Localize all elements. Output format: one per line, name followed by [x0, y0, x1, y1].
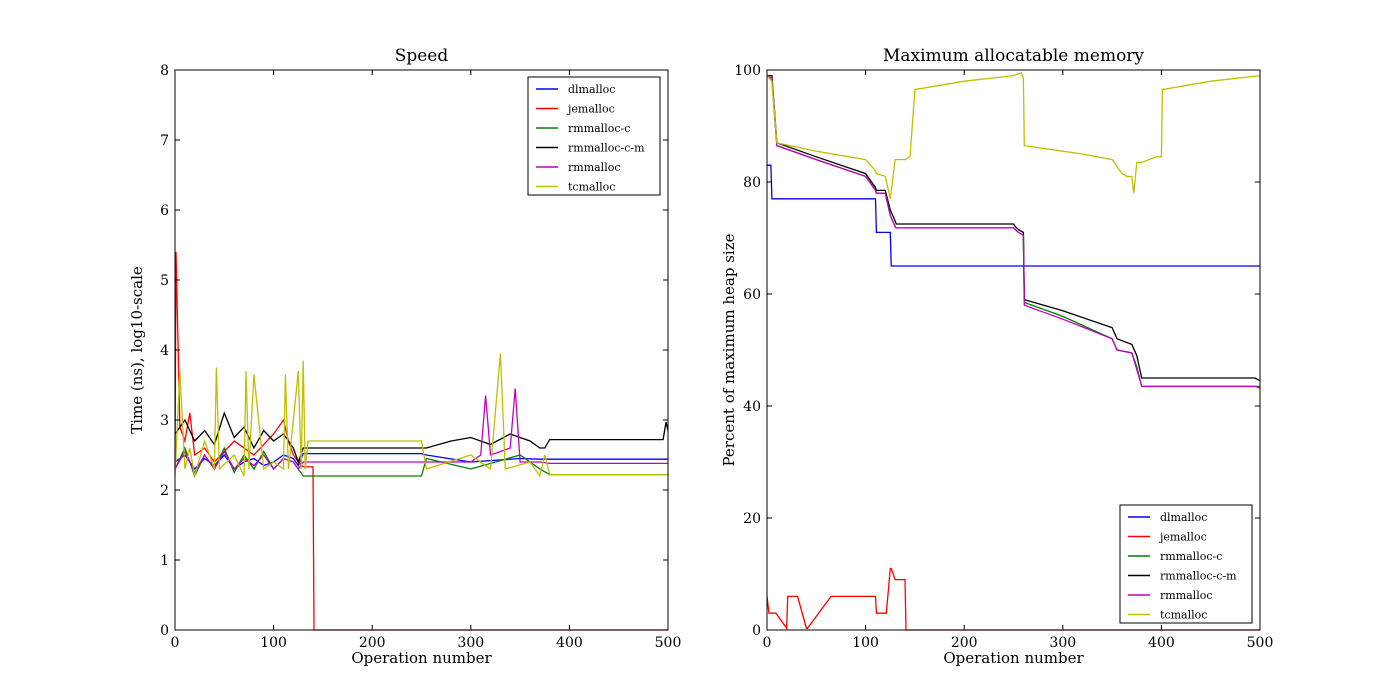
- x-tick-label: 500: [1247, 635, 1274, 651]
- y-tick-label: 4: [160, 343, 169, 359]
- y-tick-label: 40: [743, 399, 761, 415]
- legend-label-rmmalloc-c-m: rmmalloc-c-m: [1160, 570, 1237, 583]
- y-tick-label: 2: [160, 483, 169, 499]
- series-line-rmmalloc-c: [766, 75, 1260, 388]
- x-axis-label: Operation number: [351, 649, 492, 667]
- y-tick-label: 60: [743, 287, 761, 303]
- legend: dlmalloc jemalloc rmmalloc-c rmmalloc-c-m rm…: [527, 76, 661, 196]
- memory-chart: 0 100 200 300 400 500 0 20 40 60 80 100 Maximum allo…: [720, 46, 1273, 667]
- chart-title: Maximum allocatable memory: [883, 46, 1144, 66]
- x-tick-label: 100: [260, 635, 287, 651]
- legend-label-jemalloc: jemalloc: [566, 103, 615, 116]
- legend-box: [527, 76, 661, 196]
- plot-frame: [766, 69, 1261, 631]
- legend-label-dlmalloc: dlmalloc: [1160, 511, 1207, 524]
- legend-label-jemalloc: jemalloc: [1158, 531, 1207, 544]
- series-line-jemalloc: [766, 567, 1260, 631]
- y-tick-label: 1: [160, 553, 169, 569]
- legend: dlmalloc jemalloc rmmalloc-c rmmalloc-c-m rm…: [1119, 504, 1253, 624]
- x-tick-label: 400: [1148, 635, 1175, 651]
- y-tick-label: 0: [752, 623, 761, 639]
- x-tick-label: 300: [457, 635, 484, 651]
- chart-title: Speed: [395, 46, 449, 66]
- y-tick-label: 80: [743, 175, 761, 191]
- y-tick-label: 0: [160, 623, 169, 639]
- y-tick-label: 5: [160, 273, 169, 289]
- series-line-dlmalloc: [767, 164, 1260, 267]
- x-tick-label: 400: [556, 635, 583, 651]
- series-line-tcmalloc: [766, 71, 1261, 199]
- legend-label-tcmalloc: tcmalloc: [568, 181, 615, 194]
- legend-label-rmmalloc-c: rmmalloc-c: [1160, 550, 1222, 563]
- x-tick-label: 0: [171, 635, 180, 651]
- x-tick-label: 100: [852, 635, 879, 651]
- series-line-tcmalloc: [174, 353, 668, 478]
- legend-label-rmmalloc: rmmalloc: [568, 161, 621, 174]
- x-axis-label: Operation number: [943, 649, 1084, 667]
- speed-chart: 0 100 200 300 400 500 0 1 2 3 4 5 6 7 8 Speed Operation …: [128, 46, 681, 667]
- x-tick-label: 200: [951, 635, 978, 651]
- x-tick-label: 0: [763, 635, 772, 651]
- legend-label-rmmalloc-c-m: rmmalloc-c-m: [568, 142, 645, 155]
- y-axis-label: Time (ns), log10-scale: [128, 266, 146, 434]
- y-tick-label: 100: [734, 63, 761, 79]
- legend-box: [1119, 504, 1253, 624]
- legend-label-rmmalloc: rmmalloc: [1160, 589, 1213, 602]
- y-axis-label: Percent of maximum heap size: [720, 233, 738, 466]
- x-tick-label: 200: [359, 635, 386, 651]
- x-tick-label: 300: [1049, 635, 1076, 651]
- legend-label-dlmalloc: dlmalloc: [568, 83, 615, 96]
- y-tick-label: 8: [160, 63, 169, 79]
- series-line-rmmalloc: [766, 75, 1261, 389]
- y-tick-label: 20: [743, 511, 761, 527]
- legend-label-tcmalloc: tcmalloc: [1160, 609, 1207, 622]
- legend-label-rmmalloc-c: rmmalloc-c: [568, 122, 630, 135]
- series-line-rmmalloc-c-m: [767, 74, 1261, 382]
- y-tick-label: 3: [160, 413, 169, 429]
- x-tick-label: 500: [655, 635, 682, 651]
- y-tick-label: 6: [160, 203, 169, 219]
- y-tick-label: 7: [160, 133, 169, 149]
- series-line-rmmalloc-c-m: [174, 411, 669, 464]
